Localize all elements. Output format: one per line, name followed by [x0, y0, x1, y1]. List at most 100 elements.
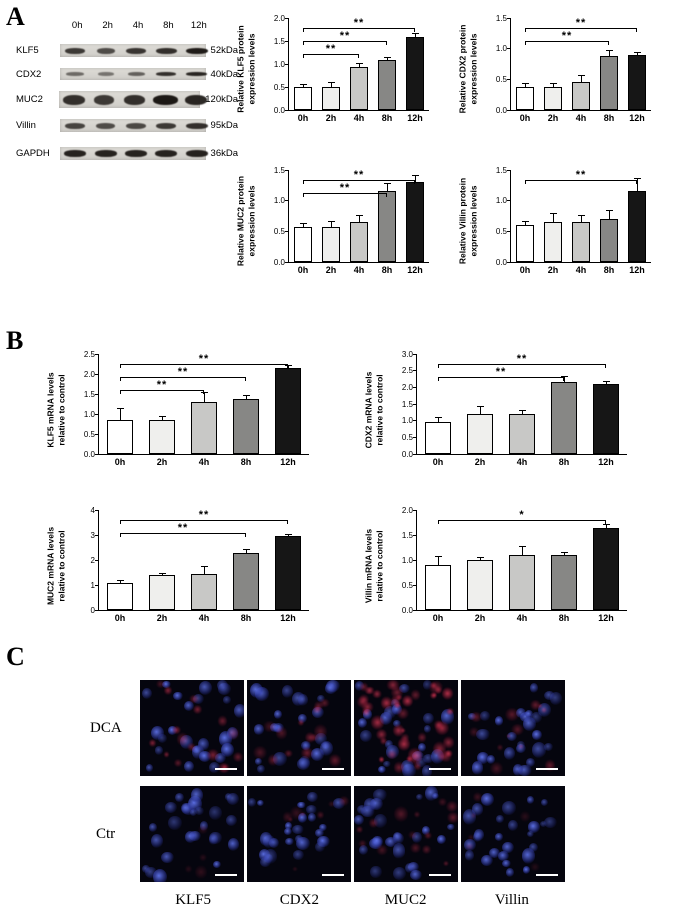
- bar-8h: [550, 555, 577, 610]
- nucleus-stain: [384, 706, 397, 720]
- nucleus-stain: [522, 717, 537, 731]
- nucleus-stain: [393, 832, 403, 842]
- error-bar-cap: [577, 215, 585, 216]
- x-tick-label: 0h: [432, 613, 444, 623]
- protein-stain: [376, 729, 387, 740]
- y-tick-label: 1.0: [401, 416, 413, 426]
- nucleus-stain: [145, 867, 157, 879]
- nucleus-stain: [227, 793, 239, 805]
- x-tick-label: 2h: [547, 113, 559, 123]
- protein-stain: [402, 694, 413, 708]
- nucleus-stain: [308, 812, 317, 822]
- protein-stain: [292, 866, 299, 872]
- y-tick-mark: [507, 109, 511, 111]
- plot-area: 0.0 0.5 1.0 1.5 0h 2h 4h 8h 12h **: [496, 166, 651, 275]
- error-bar-cap: [327, 220, 335, 222]
- y-tick-label: 0.5: [273, 82, 285, 92]
- error-bar: [608, 211, 610, 220]
- blot-protein-label: CDX2: [16, 68, 42, 80]
- protein-stain: [199, 854, 207, 861]
- nucleus-stain: [421, 826, 430, 835]
- bar-0h: [294, 227, 312, 262]
- y-tick-mark: [413, 420, 417, 422]
- nucleus-stain: [311, 706, 324, 718]
- protein-stain: [276, 726, 288, 740]
- nucleus-stain: [151, 725, 165, 740]
- y-tick-label: 2.0: [401, 382, 413, 392]
- y-tick-mark: [413, 436, 417, 438]
- x-tick-label: 8h: [240, 457, 252, 467]
- x-tick-label: 0h: [114, 457, 126, 467]
- scale-bar: [215, 874, 237, 876]
- x-tick-label: 12h: [629, 113, 645, 123]
- nucleus-stain: [191, 788, 204, 803]
- error-bar-cap: [521, 220, 529, 222]
- nucleus-stain: [399, 683, 411, 693]
- chart-muc2-mrna: MUC2 mRNA levels relative to control 0 1 2 3 4…: [44, 498, 362, 646]
- bar-0h: [294, 87, 312, 110]
- protein-stain: [470, 812, 477, 819]
- protein-stain: [446, 707, 455, 715]
- error-bar: [552, 84, 554, 88]
- significance-bracket: [120, 377, 246, 381]
- nucleus-stain: [307, 791, 318, 802]
- x-tick-label: 2h: [156, 613, 168, 623]
- protein-stain: [433, 719, 443, 730]
- bar-12h: [592, 527, 619, 610]
- significance-label: **: [198, 353, 210, 365]
- error-bar-cap: [116, 579, 124, 581]
- protein-stain: [304, 731, 316, 744]
- error-bar-cap: [299, 84, 307, 86]
- protein-stain: [413, 761, 421, 771]
- error-bar-cap: [633, 51, 641, 53]
- protein-stain: [393, 806, 408, 822]
- protein-stain: [414, 811, 420, 818]
- protein-stain: [217, 762, 230, 773]
- nucleus-stain: [214, 753, 226, 764]
- blot-band: [126, 47, 147, 54]
- y-axis-label: Relative Villin protein expression levels: [457, 178, 479, 265]
- significance-label: *: [519, 509, 525, 521]
- micrograph-dca-villin: [461, 680, 565, 776]
- micrograph-ctr-villin: [461, 786, 565, 882]
- nucleus-stain: [524, 709, 534, 719]
- nucleus-stain: [412, 832, 422, 844]
- y-tick-label: 2.5: [401, 366, 413, 376]
- nucleus-stain: [432, 793, 440, 800]
- nucleus-stain: [392, 719, 402, 727]
- nucleus-stain: [410, 869, 422, 881]
- nucleus-stain: [358, 844, 369, 856]
- significance-bracket: [303, 28, 415, 32]
- blot-strip: [60, 119, 208, 132]
- y-tick-label: 4: [90, 505, 95, 515]
- y-tick-label: 1.0: [495, 196, 507, 206]
- nucleus-stain: [487, 755, 496, 764]
- bar-2h: [466, 414, 493, 454]
- panel-a-charts: Relative KLF5 protein expression levels 0.…: [234, 6, 678, 296]
- bar-12h: [592, 384, 619, 454]
- protein-stain: [520, 810, 531, 823]
- error-bar: [437, 557, 439, 565]
- chart-villin-mrna: Villin mRNA levels relative to control 0.0…: [362, 498, 678, 646]
- nucleus-stain: [507, 820, 519, 832]
- bar-0h: [424, 565, 451, 610]
- error-bar: [605, 525, 607, 528]
- error-bar: [636, 179, 638, 192]
- nucleus-stain: [298, 694, 309, 706]
- protein-stain: [438, 797, 448, 806]
- nucleus-stain: [423, 712, 435, 724]
- nucleus-stain: [502, 860, 511, 867]
- error-bar: [287, 534, 289, 537]
- nucleus-stain: [281, 684, 293, 698]
- nucleus-stain: [494, 715, 504, 726]
- y-tick-mark: [413, 403, 417, 405]
- protein-stain: [298, 718, 305, 726]
- y-tick-label: 0.5: [273, 226, 285, 236]
- y-axis-label: MUC2 mRNA levels relative to control: [45, 527, 67, 606]
- nucleus-stain: [256, 799, 265, 806]
- y-tick-mark: [285, 261, 289, 263]
- protein-stain: [287, 817, 293, 822]
- nucleus-stain: [185, 831, 197, 843]
- bar-8h: [232, 552, 259, 610]
- western-blot: 0h 2h 4h 8h 12h KLF5 52kDa CDX2 40kDa MUC2 120kDa…: [16, 20, 238, 160]
